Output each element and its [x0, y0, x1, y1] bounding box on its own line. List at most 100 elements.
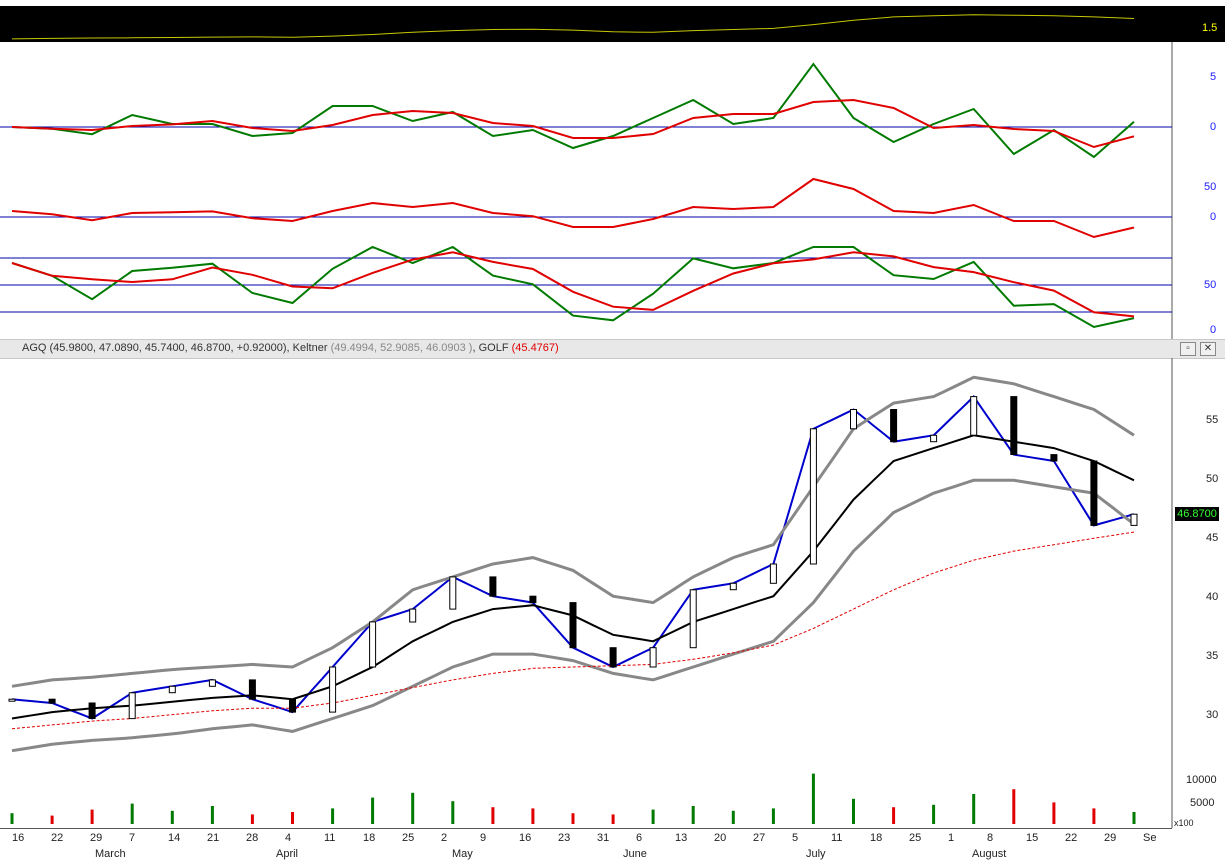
- candle: [930, 434, 938, 443]
- x-axis-month-label: March: [95, 848, 126, 860]
- x-axis-day-label: 25: [909, 832, 922, 844]
- x-axis-day-label: 20: [714, 832, 727, 844]
- series-line-2: [11, 375, 1135, 688]
- restore-button[interactable]: ▫: [1180, 342, 1196, 356]
- candle: [809, 428, 817, 565]
- top-indicator-strip: [0, 6, 1172, 42]
- volume-bar: [451, 801, 455, 824]
- candle: [289, 698, 296, 713]
- candle: [529, 595, 537, 604]
- oscillator-panels: [0, 42, 1173, 340]
- x-axis-day-label: 25: [402, 832, 415, 844]
- osc1-red-line: [11, 98, 1135, 149]
- x-axis-month-label: June: [623, 848, 647, 860]
- candle: [8, 698, 16, 702]
- volume-bar: [130, 803, 134, 824]
- volume-bar: [411, 792, 415, 824]
- x-axis-day-label: 13: [675, 832, 688, 844]
- x-axis-day-label: 27: [753, 832, 766, 844]
- x-axis-day-label: 22: [1065, 832, 1078, 844]
- volume-bar: [331, 808, 335, 824]
- x-axis-month-label: August: [972, 848, 1007, 860]
- osc3-green-line: [11, 245, 1135, 329]
- volume-bar: [771, 808, 775, 824]
- x-axis-day-label: 14: [168, 832, 181, 844]
- volume-bar: [90, 809, 94, 824]
- x-axis-day-label: 8: [987, 832, 994, 844]
- candle: [1010, 396, 1018, 455]
- x-axis-day-label: 11: [831, 832, 843, 844]
- volume-bar: [691, 806, 695, 824]
- keltner-label: Keltner: [292, 342, 328, 354]
- x-axis-day-label: 9: [480, 832, 487, 844]
- volume-bar: [1092, 808, 1096, 824]
- x-axis-month-label: April: [276, 848, 299, 860]
- volume-axis-10000: 10000: [1186, 774, 1217, 786]
- candle: [329, 666, 337, 713]
- volume-bar: [651, 809, 655, 824]
- x-axis-day-label: Se: [1143, 832, 1157, 844]
- top-strip-axis: 1.5: [1172, 6, 1225, 42]
- x-axis-day-label: 21: [207, 832, 220, 844]
- x-axis-day-label: 1: [948, 832, 955, 844]
- volume-bar: [892, 807, 896, 824]
- candle: [649, 647, 657, 668]
- candle: [128, 692, 136, 720]
- x-axis-day-label: 16: [12, 832, 25, 844]
- volume-bar: [571, 813, 575, 824]
- x-axis-day-label: 31: [597, 832, 610, 844]
- price-axis-35: 35: [1206, 650, 1219, 662]
- x-axis-day-label: 16: [519, 832, 532, 844]
- x-axis-day-label: 28: [246, 832, 259, 844]
- candle: [449, 576, 457, 610]
- candle: [208, 679, 216, 687]
- x-axis-month-label: July: [806, 848, 826, 860]
- price-axis-55: 55: [1206, 414, 1219, 426]
- chart-caption-bar: AGQ (45.9800, 47.0890, 45.7400, 46.8700,…: [0, 339, 1225, 359]
- candle: [88, 702, 96, 719]
- volume-bar: [491, 807, 495, 824]
- candle: [409, 608, 417, 623]
- chart-caption: AGQ (45.9800, 47.0890, 45.7400, 46.8700,…: [22, 342, 559, 354]
- last-price-tag: 46.8700: [1175, 507, 1219, 521]
- volume-bar: [170, 810, 174, 824]
- candle: [850, 409, 857, 430]
- x-axis-day-label: 23: [558, 832, 571, 844]
- x-axis: [0, 828, 1172, 865]
- price-chart: [8, 358, 1173, 828]
- x-axis-day-label: 11: [324, 832, 336, 844]
- candle: [1130, 513, 1138, 526]
- top-strip-axis-label: 1.5: [1202, 22, 1218, 34]
- osc2-axis-50: 50: [1204, 181, 1217, 193]
- candle: [48, 698, 56, 704]
- price-axis-45: 45: [1206, 532, 1219, 544]
- volume-bar: [972, 794, 976, 824]
- x-axis-day-label: 29: [1104, 832, 1117, 844]
- volume-bar: [852, 798, 855, 824]
- candle: [1050, 454, 1058, 462]
- volume-bar: [1012, 789, 1016, 824]
- top-strip-line: [11, 14, 1135, 40]
- candle: [369, 621, 377, 668]
- osc1-green-line: [11, 62, 1135, 159]
- candle: [769, 563, 777, 584]
- x-axis-day-label: 18: [363, 832, 376, 844]
- x-axis-day-label: 29: [90, 832, 103, 844]
- volume-bar: [611, 814, 615, 824]
- golf-value: (45.4767): [511, 342, 559, 354]
- golf-label: GOLF: [478, 342, 509, 354]
- volume-bar: [210, 806, 214, 824]
- osc2-red-line: [11, 177, 1135, 239]
- osc3-axis-50: 50: [1204, 279, 1217, 291]
- volume-bar: [371, 797, 375, 824]
- candle: [168, 685, 176, 694]
- close-button[interactable]: ✕: [1200, 342, 1216, 356]
- candle: [890, 409, 898, 443]
- x-axis-day-label: 15: [1026, 832, 1039, 844]
- osc3-red-line: [11, 251, 1135, 318]
- candle: [489, 576, 497, 597]
- volume-bar: [1052, 802, 1056, 824]
- candle: [609, 647, 617, 668]
- osc1-axis-5: 5: [1210, 71, 1217, 83]
- price-axis-40: 40: [1206, 591, 1219, 603]
